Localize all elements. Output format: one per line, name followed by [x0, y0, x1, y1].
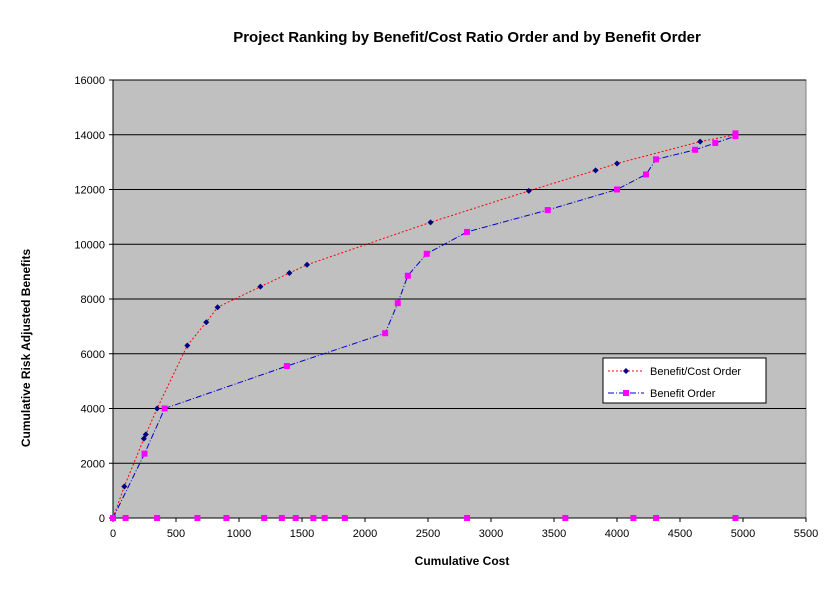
baseline-marker: [278, 515, 285, 521]
chart-title: Project Ranking by Benefit/Cost Ratio Or…: [233, 29, 701, 46]
y-tick-label: 12000: [74, 185, 105, 197]
x-tick-label: 5000: [731, 528, 755, 540]
data-point: [142, 431, 149, 438]
x-tick-label: 0: [110, 528, 116, 540]
x-tick-labels: 0 500 1000 1500 2000 2500 3000 3500 4000 4500 5000…: [110, 528, 818, 540]
baseline-marker: [223, 515, 230, 521]
data-point: [642, 171, 649, 178]
y-tick-labels: 0 2000 4000 6000 8000 10000 12000 14000 16000: [74, 75, 105, 525]
y-tick-label: 2000: [81, 458, 105, 470]
data-point: [404, 272, 411, 279]
data-point: [692, 146, 699, 153]
baseline-marker: [310, 515, 317, 521]
data-point: [464, 228, 471, 235]
legend-label-benefit: Benefit Order: [650, 388, 716, 400]
data-point: [732, 130, 739, 137]
x-tick-label: 1500: [290, 528, 314, 540]
x-tick-label: 3000: [479, 528, 503, 540]
data-point: [614, 186, 620, 193]
y-tick-label: 0: [99, 513, 105, 525]
baseline-marker: [630, 515, 637, 521]
y-tick-label: 16000: [74, 75, 105, 87]
y-tick-label: 14000: [74, 130, 105, 142]
x-axis-title: Cumulative Cost: [415, 554, 510, 568]
x-tick-label: 500: [167, 528, 185, 540]
data-point: [697, 138, 704, 145]
data-point: [121, 483, 128, 490]
data-point: [712, 139, 719, 146]
data-point: [141, 450, 148, 457]
data-point: [283, 363, 290, 370]
data-point: [614, 160, 620, 167]
legend-label-benefit-cost: Benefit/Cost Order: [650, 366, 741, 378]
baseline-marker: [464, 515, 471, 521]
baseline-marker: [261, 515, 268, 521]
legend: Benefit/Cost Order Benefit Order: [602, 357, 767, 404]
data-point: [257, 283, 264, 290]
data-point: [382, 330, 389, 337]
baseline-marker: [122, 515, 129, 521]
data-point: [653, 156, 660, 163]
baseline-marker: [194, 515, 201, 521]
baseline-marker: [562, 515, 569, 521]
baseline-marker: [292, 515, 299, 521]
y-axis-title: Cumulative Risk Adjusted Benefits: [19, 249, 33, 448]
legend-marker-benefit-cost: [623, 368, 629, 374]
grid-lines: [113, 79, 806, 464]
legend-box: [602, 357, 767, 404]
y-tick-label: 4000: [81, 404, 105, 416]
x-tick-label: 3500: [542, 528, 566, 540]
baseline-marker: [653, 515, 660, 521]
series-0: [110, 131, 739, 521]
series-layer: [110, 130, 739, 521]
x-tick-label: 1000: [227, 528, 251, 540]
baseline-marker: [110, 515, 116, 521]
baseline-marker: [154, 515, 161, 521]
data-point: [394, 300, 401, 307]
data-point: [184, 342, 191, 349]
baseline-marker: [321, 515, 328, 521]
data-point: [525, 187, 532, 194]
baseline-marker: [341, 515, 348, 521]
x-tick-label: 4000: [605, 528, 629, 540]
x-tick-label: 4500: [668, 528, 692, 540]
x-tick-label: 5500: [794, 528, 818, 540]
data-point: [304, 261, 311, 268]
data-point: [427, 219, 434, 226]
data-point: [544, 207, 551, 214]
y-tick-label: 8000: [81, 294, 105, 306]
x-tick-label: 2500: [416, 528, 440, 540]
legend-marker-benefit: [623, 390, 629, 396]
data-point: [423, 250, 430, 257]
data-point: [592, 167, 599, 174]
data-point: [286, 269, 293, 276]
y-tick-label: 10000: [74, 239, 105, 251]
x-tick-label: 2000: [353, 528, 377, 540]
baseline-markers: [110, 515, 739, 521]
data-point: [154, 405, 161, 412]
y-tick-label: 6000: [81, 349, 105, 361]
data-point: [214, 304, 221, 311]
data-point: [203, 319, 210, 326]
baseline-marker: [732, 515, 739, 521]
data-point: [161, 405, 168, 412]
